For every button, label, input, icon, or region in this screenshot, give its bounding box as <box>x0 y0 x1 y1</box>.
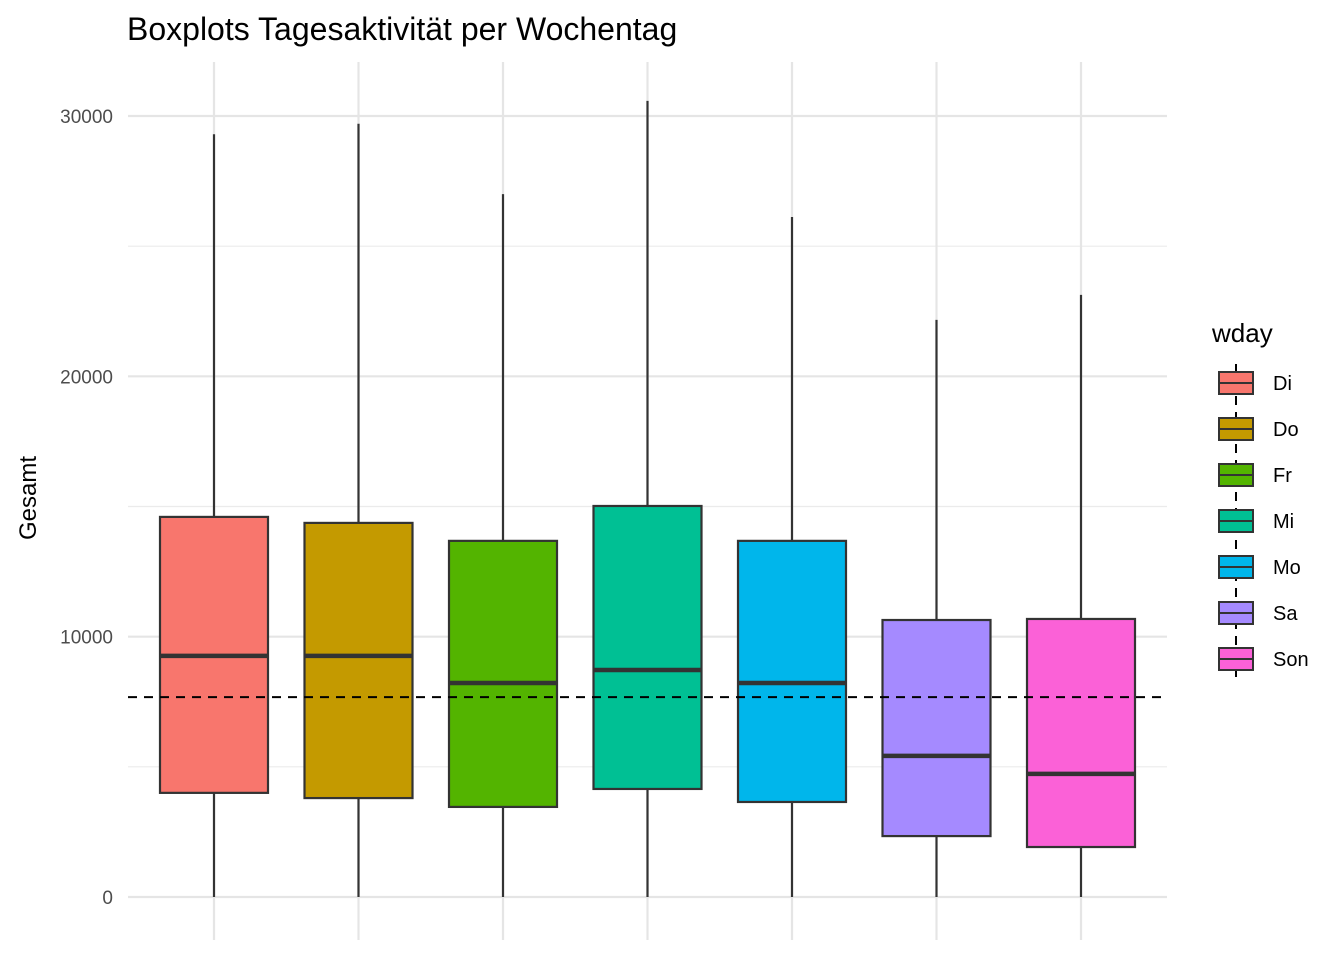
box-body <box>736 539 848 804</box>
box-Mi <box>592 100 703 897</box>
y-tick-label: 10000 <box>60 628 113 649</box>
y-tick-label: 30000 <box>60 107 113 128</box>
legend-item-Di: Di <box>1218 371 1292 395</box>
legend-label: Di <box>1273 373 1292 395</box>
legend-label: Son <box>1273 649 1309 671</box>
y-axis-label: Gesamt <box>15 456 42 540</box>
legend-label: Mi <box>1273 511 1294 533</box>
legend-item-Mi: Mi <box>1218 509 1294 533</box>
box-Di <box>158 134 270 897</box>
legend-title: wday <box>1211 318 1273 348</box>
box-Fr <box>447 194 559 897</box>
box-Mo <box>736 217 848 897</box>
chart-title: Boxplots Tagesaktivität per Wochentag <box>127 11 677 47</box>
y-tick-label: 0 <box>102 888 113 909</box>
legend-item-Son: Son <box>1218 647 1309 671</box>
boxes <box>158 100 1137 897</box>
box-body <box>447 539 559 809</box>
box-body <box>303 521 414 800</box>
legend-label: Mo <box>1273 557 1301 579</box>
legend-item-Fr: Fr <box>1218 463 1292 487</box>
legend-item-Sa: Sa <box>1218 601 1298 625</box>
box-Do <box>303 123 414 897</box>
legend-item-Mo: Mo <box>1218 555 1301 579</box>
box-Son <box>1025 294 1137 897</box>
box-body <box>592 504 703 791</box>
legend-label: Sa <box>1273 603 1298 625</box>
box-body <box>881 618 992 838</box>
legend: wday Di Do Fr Mi Mo Sa Son <box>1211 318 1309 678</box>
y-tick-label: 20000 <box>60 367 113 388</box>
legend-item-Do: Do <box>1218 417 1299 441</box>
legend-label: Do <box>1273 419 1299 441</box>
box-Sa <box>881 319 992 897</box>
y-ticks: 0 10000 20000 30000 <box>60 107 113 909</box>
legend-label: Fr <box>1273 465 1292 487</box>
box-body <box>1025 617 1137 849</box>
